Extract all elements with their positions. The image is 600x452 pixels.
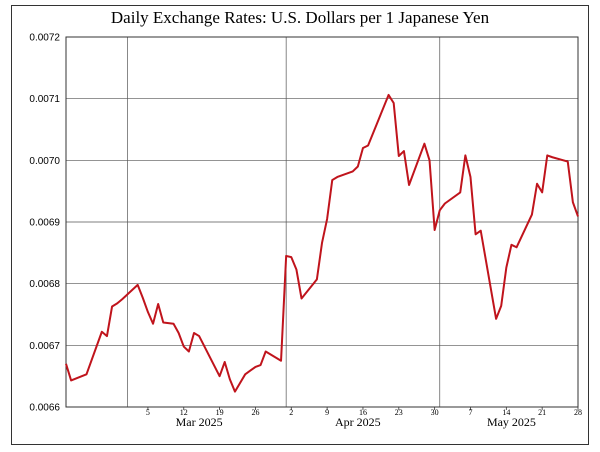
y-tick-label: 0.0067 [29, 341, 60, 352]
y-axis: 0.0066 0.0067 0.0068 0.0069 0.0070 0.0071 0.00… [29, 33, 60, 414]
series-layer [65, 93, 579, 393]
x-tick-label: 14 [502, 408, 510, 417]
y-tick-label: 0.0072 [29, 33, 60, 44]
x-tick-label: 2 [289, 408, 293, 417]
month-label: May 2025 [487, 415, 536, 429]
x-tick-label: 21 [538, 408, 546, 417]
month-label: Apr 2025 [335, 415, 381, 429]
x-tick-label: 16 [359, 408, 367, 417]
x-tick-label: 7 [468, 408, 472, 417]
x-tick-label: 19 [216, 408, 224, 417]
y-tick-label: 0.0069 [29, 218, 60, 229]
y-tick-label: 0.0071 [29, 94, 60, 105]
x-tick-label: 5 [146, 408, 150, 417]
x-axis: 5 12 19 26 2 9 16 23 30 7 14 21 28 Mar 2025 Apr 2025 Ma… [146, 407, 582, 429]
x-tick-label: 23 [395, 408, 403, 417]
chart-frame [11, 5, 589, 445]
x-tick-label: 26 [251, 408, 259, 417]
month-label: Mar 2025 [176, 415, 223, 429]
x-tick-label: 9 [325, 408, 329, 417]
grid-lines [66, 36, 578, 408]
plot-area [65, 36, 579, 408]
exchange-rate-line [65, 93, 579, 393]
y-tick-label: 0.0066 [29, 403, 60, 414]
chart-title: Daily Exchange Rates: U.S. Dollars per 1… [110, 8, 490, 27]
x-tick-label: 28 [574, 408, 582, 417]
x-tick-label: 12 [180, 408, 188, 417]
x-tick-label: 30 [431, 408, 439, 417]
y-tick-label: 0.0068 [29, 279, 60, 290]
y-tick-label: 0.0070 [29, 156, 60, 167]
